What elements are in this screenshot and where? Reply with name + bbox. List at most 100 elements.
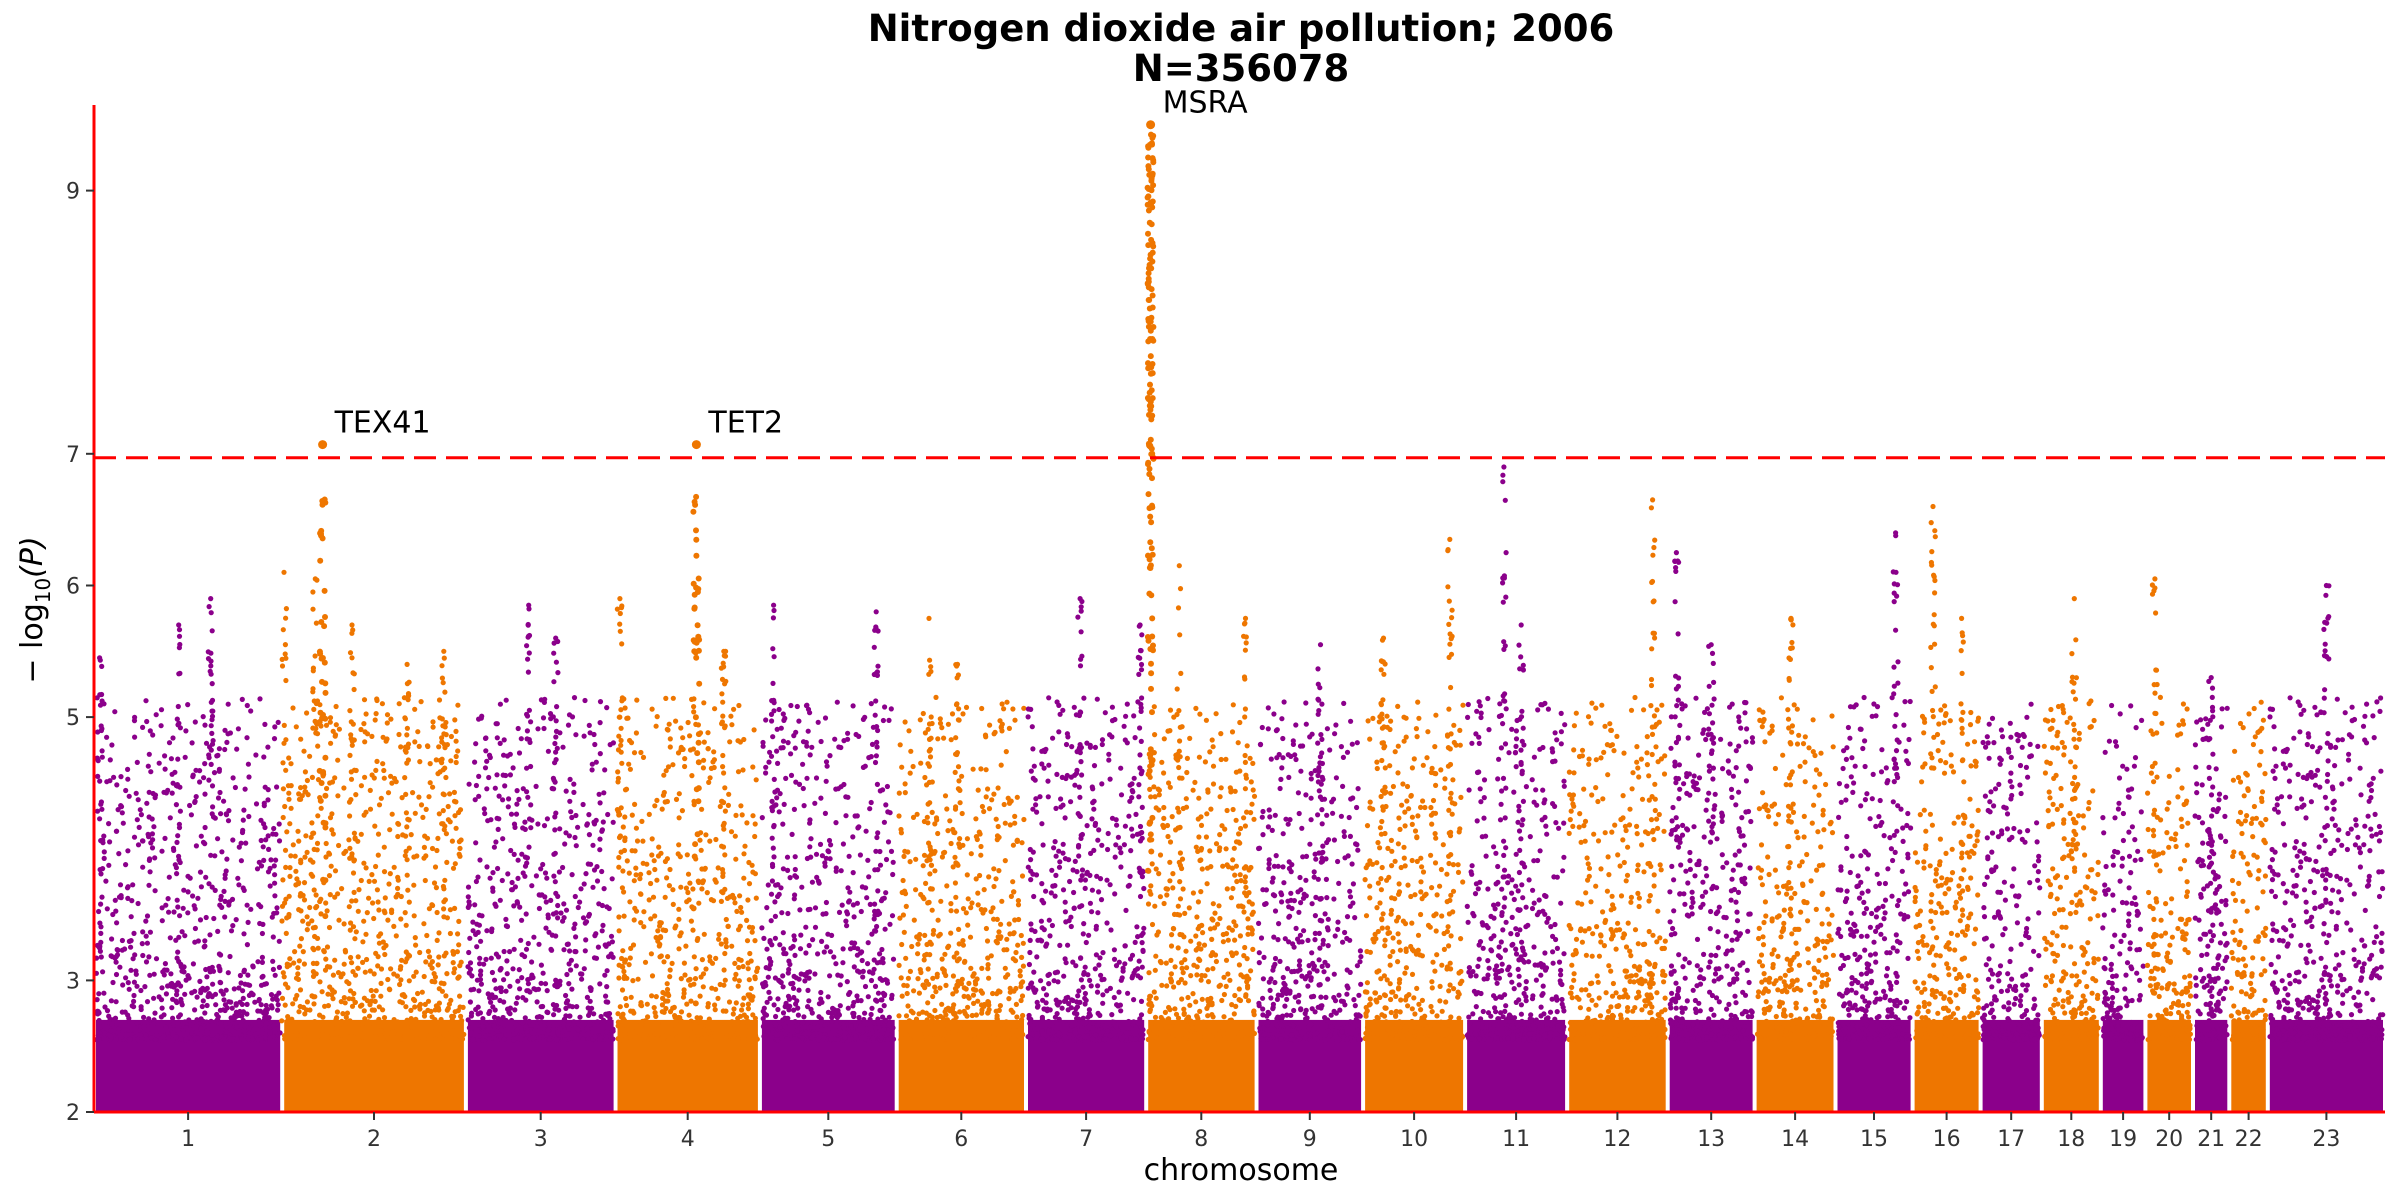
snp-point-chr7 [1053, 805, 1059, 812]
snp-point-chr4 [620, 868, 626, 874]
snp-point-chr7 [1122, 961, 1128, 967]
snp-point-chr5 [844, 979, 850, 985]
snp-point-chr4 [630, 1008, 636, 1014]
snp-point-chr9 [1298, 887, 1304, 893]
snp-point-chr6 [1006, 921, 1012, 927]
snp-point-chr2 [326, 873, 333, 879]
snp-point-chr8 [1182, 910, 1188, 917]
snp-point-chr7 [1133, 811, 1139, 818]
snp-point-chr3 [565, 722, 572, 728]
snp-point-chr9 [1296, 962, 1302, 969]
snp-point-chr6 [1003, 749, 1009, 755]
snp-point-chr8 [1245, 983, 1251, 989]
snp-point-chr3 [580, 801, 586, 808]
snp-point-chr3 [472, 797, 478, 803]
snp-point-chr1 [166, 1034, 172, 1040]
snp-point-chr2 [430, 724, 436, 730]
snp-point-chr6 [1015, 898, 1022, 904]
snp-point-chr5 [801, 1014, 807, 1020]
snp-point-chr5 [818, 996, 824, 1002]
snp-point-chr2 [378, 1028, 384, 1034]
snp-point-chr6 [975, 890, 981, 896]
snp-point-chr2 [445, 1024, 452, 1030]
snp-point-chr2 [421, 855, 427, 861]
snp-point-chr7 [1061, 998, 1068, 1005]
snp-point-chr3 [497, 967, 503, 973]
snp-point-chr2 [376, 802, 383, 808]
snp-point-chr2 [412, 739, 418, 745]
snp-point-chr2 [367, 968, 373, 974]
snp-point-chr6 [984, 938, 991, 944]
snp-point-chr3 [488, 817, 494, 823]
snp-point-chr5 [822, 715, 829, 721]
snp-point-chr4 [729, 722, 735, 728]
snp-point-chr4 [735, 738, 741, 744]
snp-point-chr5 [850, 1010, 856, 1017]
snp-point-chr1 [186, 1017, 192, 1023]
snp-point-chr2 [375, 852, 381, 858]
snp-point-chr8 [1168, 943, 1175, 949]
snp-point-chr7 [1100, 1029, 1106, 1035]
snp-point-chr5 [822, 863, 828, 869]
snp-point-chr3 [529, 972, 535, 978]
snp-point-chr2 [441, 981, 447, 987]
snp-point-chr4 [693, 966, 699, 972]
snp-point-chr6 [1012, 813, 1018, 820]
snp-point-chr6 [959, 810, 965, 817]
snp-point-chr2 [309, 774, 315, 781]
snp-point-chr4 [730, 892, 736, 898]
snp-point-chr5 [877, 1007, 883, 1014]
snp-point-chr4 [735, 1019, 741, 1026]
snp-point-chr5 [786, 1007, 792, 1013]
snp-point-chr8 [1194, 964, 1200, 970]
snp-point-chr1 [258, 982, 265, 988]
snp-point-chr2 [383, 942, 389, 949]
snp-point-chr7 [1033, 1036, 1039, 1042]
snp-point-chr2 [457, 853, 463, 859]
snp-point-chr4 [700, 1036, 706, 1042]
snp-point-chr8 [1188, 973, 1194, 979]
snp-point-chr5 [762, 1025, 769, 1031]
snp-point-chr8 [1197, 857, 1203, 864]
snp-point-chr3 [597, 720, 603, 726]
snp-point-chr8 [1219, 997, 1225, 1004]
snp-point-chr3 [503, 988, 509, 994]
snp-point-chr7 [1091, 806, 1097, 812]
snp-point-chr8 [1235, 740, 1241, 746]
snp-point-chr6 [939, 854, 946, 860]
snp-point-chr3 [486, 774, 492, 781]
snp-point-chr7 [1092, 1032, 1098, 1038]
snp-point-chr8 [1198, 889, 1204, 895]
snp-point-chr9 [1272, 979, 1278, 986]
snp-point-chr1 [128, 944, 134, 950]
snp-point-chr1 [133, 968, 139, 974]
snp-point-chr7 [1088, 983, 1094, 989]
snp-point-chr5 [765, 974, 771, 980]
snp-point-chr3 [491, 844, 497, 850]
snp-point-chr4 [687, 733, 693, 739]
snp-point-chr1 [249, 1036, 256, 1042]
snp-point-chr9 [1303, 877, 1309, 883]
snp-point-chr4 [707, 954, 713, 960]
snp-point-chr4 [715, 865, 721, 871]
snp-point-chr8 [1205, 979, 1212, 985]
snp-point-chr7 [1133, 1024, 1139, 1030]
snp-point-chr2 [395, 885, 401, 892]
snp-point-chr2 [341, 961, 347, 967]
snp-point-chr6 [966, 1021, 973, 1027]
snp-point-chr1 [224, 856, 230, 862]
snp-point-chr6 [979, 1010, 985, 1016]
snp-point-chr2 [432, 864, 439, 870]
snp-point-chr8 [1217, 915, 1223, 922]
snp-point-chr1 [276, 838, 283, 844]
snp-point-chr3 [597, 847, 603, 853]
snp-point-chr6 [942, 951, 948, 957]
snp-point-chr4 [707, 775, 713, 781]
snp-point-chr4 [664, 798, 671, 805]
snp-point-chr5 [780, 738, 787, 744]
snp-point-chr3 [542, 870, 549, 876]
snp-point-chr2 [381, 1015, 388, 1021]
snp-point-chr7 [1140, 930, 1146, 936]
snp-point-chr7 [1131, 775, 1137, 781]
snp-point-chr2 [398, 977, 404, 983]
